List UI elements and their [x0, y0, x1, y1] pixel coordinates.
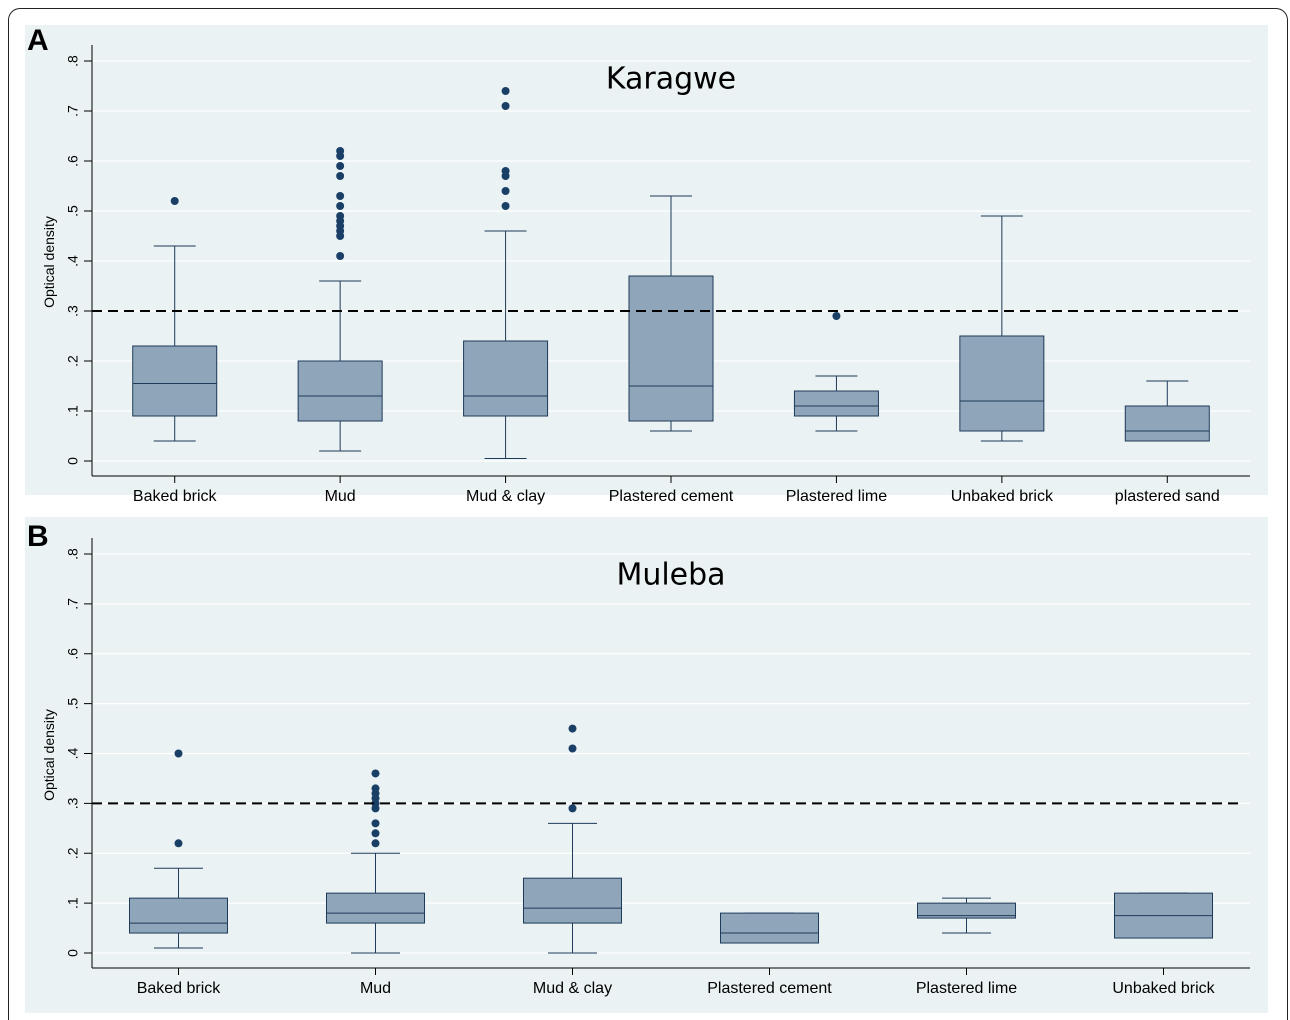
- panel-b-outlier-point: [371, 829, 380, 838]
- panel-a-y-tick-label: .7: [65, 105, 81, 117]
- panel-b-box: [523, 877, 622, 924]
- panel-a-outlier-point: [336, 212, 345, 220]
- panel-a-x-tick-label: Mud & clay: [466, 488, 545, 505]
- panel-b-y-tick-label: .4: [65, 747, 81, 759]
- panel-a-box: [793, 390, 879, 417]
- panel-a-outlier-point: [336, 252, 345, 260]
- panel-b-y-tick-label: .7: [65, 598, 81, 610]
- panel-a-outlier-point: [336, 202, 345, 210]
- panel-a-outlier-point: [501, 202, 510, 210]
- panel-a-y-tick-label: .3: [65, 305, 81, 317]
- panel-b-y-axis-label: Optical density: [41, 709, 57, 801]
- panel-b-y-tick-label: .3: [65, 797, 81, 809]
- panel-a-outlier-point: [501, 87, 510, 95]
- panel-b-outlier-point: [174, 749, 183, 758]
- panel-a-outlier-point: [170, 197, 179, 205]
- panel-a-box: [959, 335, 1045, 432]
- panel-a-box: [628, 275, 714, 422]
- panel-a-y-tick-label: .8: [65, 55, 81, 67]
- panel-a-y-tick-label: .1: [65, 405, 81, 417]
- panel-b-y-tick-label: .5: [65, 698, 81, 710]
- panel-b-outlier-point: [568, 804, 577, 813]
- panel-a-y-tick-label: .2: [65, 355, 81, 367]
- panel-a-x-tick-label: plastered sand: [1115, 488, 1220, 505]
- panel-b-y-tick-label: .8: [65, 548, 81, 560]
- panel-a-outlier-point: [336, 147, 345, 155]
- panel-b-y-tick-label: .1: [65, 897, 81, 909]
- panel-b-x-tick-label: Plastered lime: [916, 980, 1017, 997]
- panel-a-y-tick-label: 0: [65, 457, 81, 465]
- panel-b-letter: B: [27, 520, 49, 553]
- panel-a-box: [297, 360, 383, 422]
- panel-b-outlier-point: [371, 784, 380, 793]
- panel-b-x-tick-label: Unbaked brick: [1112, 980, 1215, 997]
- panel-a-y-tick-label: .6: [65, 155, 81, 167]
- panel-b-outlier-point: [174, 839, 183, 848]
- panel-a-x-tick-label: Unbaked brick: [951, 488, 1054, 505]
- panel-b-title: Muleba: [616, 558, 725, 593]
- panel-a-y-tick-label: .4: [65, 255, 81, 267]
- panel-a-y-axis-label: Optical density: [41, 216, 57, 308]
- panel-b-x-tick-label: Plastered cement: [707, 980, 832, 997]
- panel-b-x-tick-label: Mud: [360, 980, 391, 997]
- panel-a-outlier-point: [501, 187, 510, 195]
- panel-b-x-tick-label: Mud & clay: [533, 980, 612, 997]
- panel-a-box: [132, 345, 218, 417]
- panel-b-y-tick-label: .2: [65, 847, 81, 859]
- panel-b-x-tick-label: Baked brick: [137, 980, 222, 997]
- panel-a-x-tick-label: Baked brick: [133, 488, 218, 505]
- panel-a-outlier-point: [501, 102, 510, 110]
- panel-b-outlier-point: [568, 724, 577, 733]
- panel-a-outlier-point: [336, 172, 345, 180]
- panel-b-box: [720, 912, 819, 944]
- panel-b-y-tick-label: 0: [65, 949, 81, 957]
- panel-b-box: [129, 897, 228, 934]
- panel-b-y-tick-label: .6: [65, 648, 81, 660]
- panel-a-x-tick-label: Plastered lime: [786, 488, 887, 505]
- panel-b-outlier-point: [371, 769, 380, 778]
- figure-frame: [8, 8, 1288, 1020]
- panel-a-outlier-point: [336, 162, 345, 170]
- panel-a-box: [463, 340, 549, 417]
- panel-a-outlier-point: [501, 167, 510, 175]
- panel-b-outlier-point: [371, 839, 380, 848]
- panel-b-background: [25, 517, 1268, 1013]
- panel-b-outlier-point: [371, 819, 380, 828]
- panel-a-letter: A: [27, 24, 49, 57]
- panel-a-outlier-point: [336, 192, 345, 200]
- panel-b-outlier-point: [568, 744, 577, 753]
- panel-a-x-tick-label: Plastered cement: [609, 488, 734, 505]
- panel-a-title: Karagwe: [606, 62, 736, 97]
- panel-a-outlier-point: [832, 312, 841, 320]
- panel-a-box: [1124, 405, 1210, 442]
- panel-b-box: [917, 902, 1016, 919]
- panel-a-x-tick-label: Mud: [325, 488, 356, 505]
- panel-a-y-tick-label: .5: [65, 205, 81, 217]
- panel-b-box: [326, 892, 425, 924]
